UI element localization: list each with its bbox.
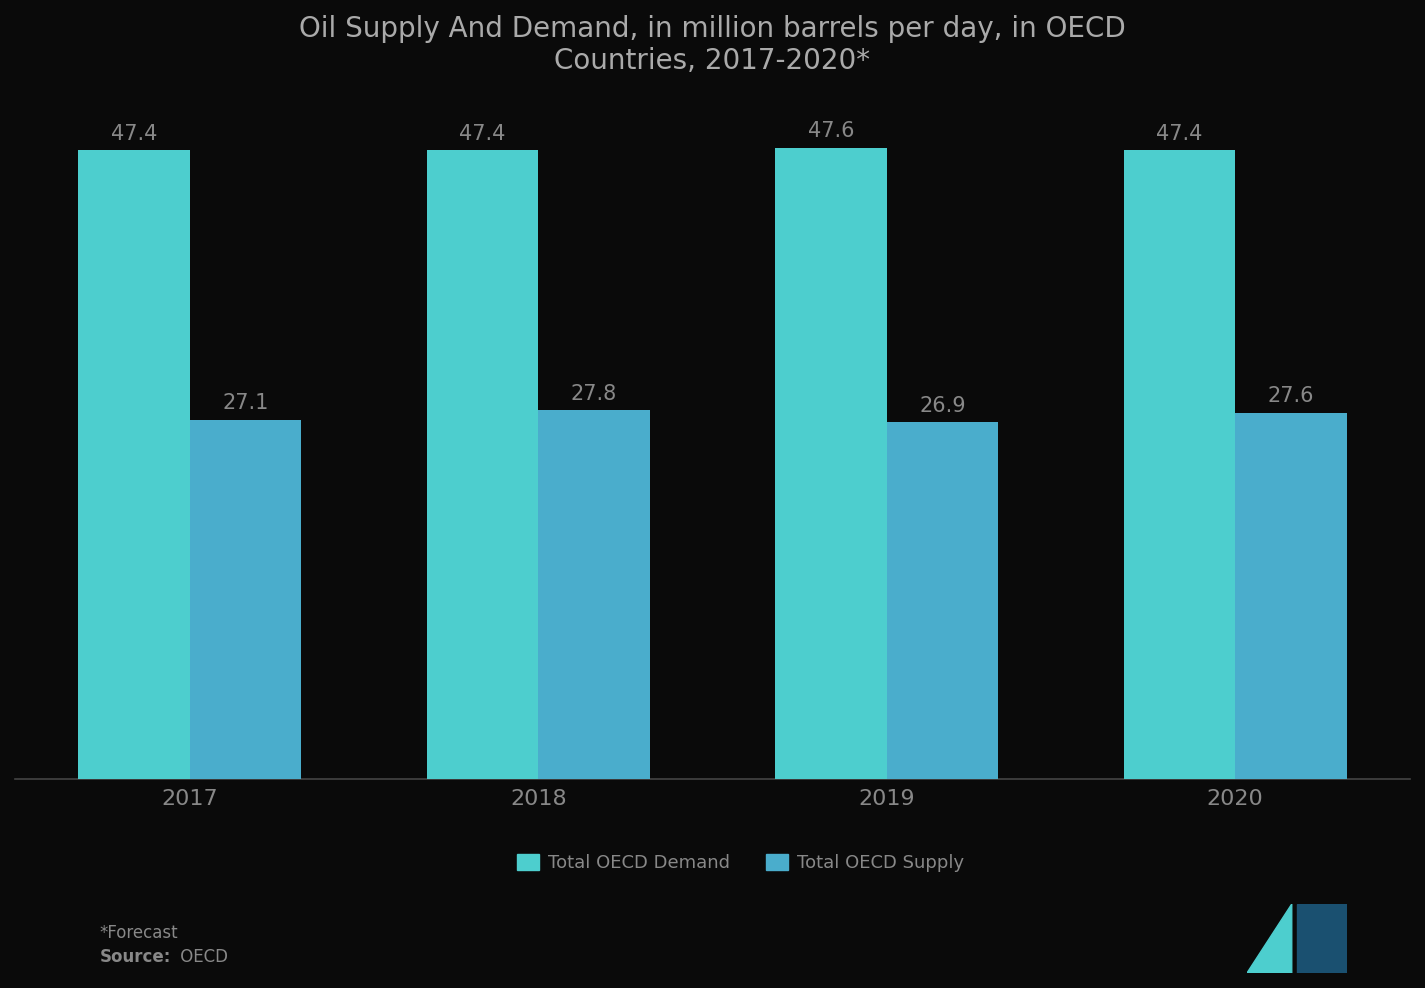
- Legend: Total OECD Demand, Total OECD Supply: Total OECD Demand, Total OECD Supply: [510, 847, 970, 879]
- Text: 47.4: 47.4: [459, 124, 506, 144]
- Text: 27.1: 27.1: [222, 393, 269, 413]
- Title: Oil Supply And Demand, in million barrels per day, in OECD
Countries, 2017-2020*: Oil Supply And Demand, in million barrel…: [299, 15, 1126, 75]
- Bar: [190, 420, 301, 779]
- Polygon shape: [1297, 904, 1347, 973]
- Bar: [1235, 413, 1347, 779]
- Bar: [78, 150, 190, 779]
- Text: OECD: OECD: [175, 948, 228, 966]
- Text: 47.6: 47.6: [808, 122, 854, 141]
- Bar: [1124, 150, 1235, 779]
- Text: 47.4: 47.4: [1156, 124, 1203, 144]
- Text: 27.8: 27.8: [571, 383, 617, 404]
- Text: 27.6: 27.6: [1268, 386, 1314, 406]
- Text: *Forecast: *Forecast: [100, 924, 178, 942]
- Bar: [775, 148, 886, 779]
- Bar: [428, 150, 539, 779]
- Text: 26.9: 26.9: [919, 395, 966, 416]
- Polygon shape: [1247, 904, 1291, 973]
- Text: 47.4: 47.4: [111, 124, 157, 144]
- Bar: [539, 410, 650, 779]
- Text: Source:: Source:: [100, 948, 171, 966]
- Bar: [886, 422, 998, 779]
